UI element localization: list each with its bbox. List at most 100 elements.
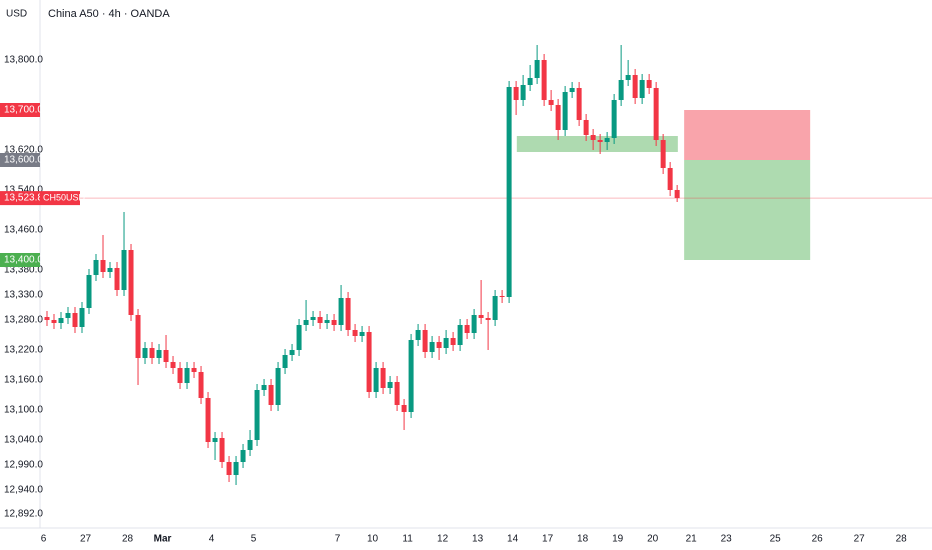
x-tick-label: 28: [122, 534, 134, 545]
x-tick-label: 12: [437, 534, 449, 545]
candle-body: [93, 260, 99, 275]
candle-body: [275, 368, 281, 405]
candle-body: [184, 368, 190, 383]
candle-body: [618, 80, 624, 100]
candle-body: [450, 338, 456, 345]
candle-body: [121, 250, 127, 290]
candle-body: [331, 320, 337, 325]
candle-body: [233, 462, 239, 475]
candle-body: [317, 317, 323, 323]
y-tick-label: 13,540.0: [4, 185, 43, 196]
candle-body: [366, 332, 372, 392]
x-tick-label: 25: [770, 534, 782, 545]
x-tick-label: 27: [854, 534, 866, 545]
y-tick-label: 13,800.0: [4, 55, 43, 66]
candle-body: [429, 342, 435, 352]
last-price-badge: [0, 191, 40, 206]
candle-body: [156, 350, 162, 358]
candle-body: [380, 368, 386, 388]
candle-body: [177, 368, 183, 383]
last-price-label: 13,523.8: [4, 193, 43, 204]
candle-body: [51, 320, 57, 323]
candle-body: [569, 88, 575, 92]
candle-body: [352, 330, 358, 336]
candle-body: [576, 88, 582, 120]
target-zone: [684, 160, 811, 260]
candle-body: [583, 120, 589, 135]
y-tick-label: 13,040.0: [4, 435, 43, 446]
candle-body: [436, 342, 442, 348]
candle-body: [44, 317, 50, 320]
candle-body: [296, 325, 302, 350]
x-tick-label: 11: [402, 534, 413, 545]
candle-body: [555, 105, 561, 130]
y-tick-label: 13,460.0: [4, 225, 43, 236]
candle-body: [520, 85, 526, 100]
stop-badge: [0, 103, 40, 117]
candle-body: [107, 268, 113, 272]
candle-body: [345, 298, 351, 330]
candle-body: [72, 313, 78, 327]
candle-body: [240, 450, 246, 462]
candle-body: [513, 87, 519, 100]
entry-badge: [0, 153, 40, 167]
candle-body: [163, 350, 169, 362]
chart-title: China A50 · 4h · OANDA: [48, 8, 170, 20]
candle-body: [128, 250, 134, 315]
currency-label: USD: [6, 9, 27, 20]
candle-body: [114, 268, 120, 290]
candle-body: [58, 318, 64, 323]
candle-body: [170, 362, 176, 368]
x-tick-label: 6: [41, 534, 47, 545]
candle-body: [632, 75, 638, 98]
entry-label: 13,600.0: [4, 155, 43, 166]
candle-body: [408, 340, 414, 412]
x-tick-label: 23: [721, 534, 733, 545]
y-tick-label: 13,160.0: [4, 375, 43, 386]
support-zone: [516, 136, 678, 152]
x-tick-label: 17: [542, 534, 554, 545]
candle-body: [548, 100, 554, 105]
candle-body: [457, 325, 463, 345]
candle-body: [338, 298, 344, 325]
symbol-label: CH50USD: [43, 192, 86, 202]
candle-body: [611, 100, 617, 138]
candle-body: [464, 325, 470, 333]
candle-body: [415, 330, 421, 340]
candle-body: [226, 462, 232, 475]
y-tick-label: 12,892.0: [4, 509, 43, 520]
candle-body: [660, 140, 666, 168]
candle-body: [219, 438, 225, 462]
target-label: 13,400.0: [4, 255, 43, 266]
candle-body: [289, 350, 295, 355]
candle-body: [303, 320, 309, 325]
candle-body: [527, 78, 533, 85]
x-tick-label: 13: [472, 534, 484, 545]
candle-body: [534, 60, 540, 78]
candle-body: [485, 318, 491, 320]
candle-body: [310, 317, 316, 320]
candle-body: [373, 368, 379, 392]
candle-body: [149, 348, 155, 358]
candle-body: [597, 140, 603, 142]
candle-body: [401, 405, 407, 412]
y-tick-label: 13,220.0: [4, 345, 43, 356]
candle-body: [205, 398, 211, 442]
x-tick-label: 28: [896, 534, 908, 545]
candle-body: [674, 190, 680, 198]
x-tick-label: 5: [251, 534, 257, 545]
symbol-badge: [40, 191, 80, 206]
candle-body: [387, 382, 393, 388]
candle-body: [667, 168, 673, 190]
x-tick-label: 21: [686, 534, 698, 545]
candle-body: [268, 385, 274, 405]
x-tick-label: Mar: [154, 534, 172, 545]
candle-body: [492, 296, 498, 320]
x-tick-label: 10: [367, 534, 379, 545]
candle-body: [86, 275, 92, 308]
x-tick-label: 27: [80, 534, 92, 545]
candle-body: [359, 332, 365, 336]
candle-body: [65, 313, 71, 318]
